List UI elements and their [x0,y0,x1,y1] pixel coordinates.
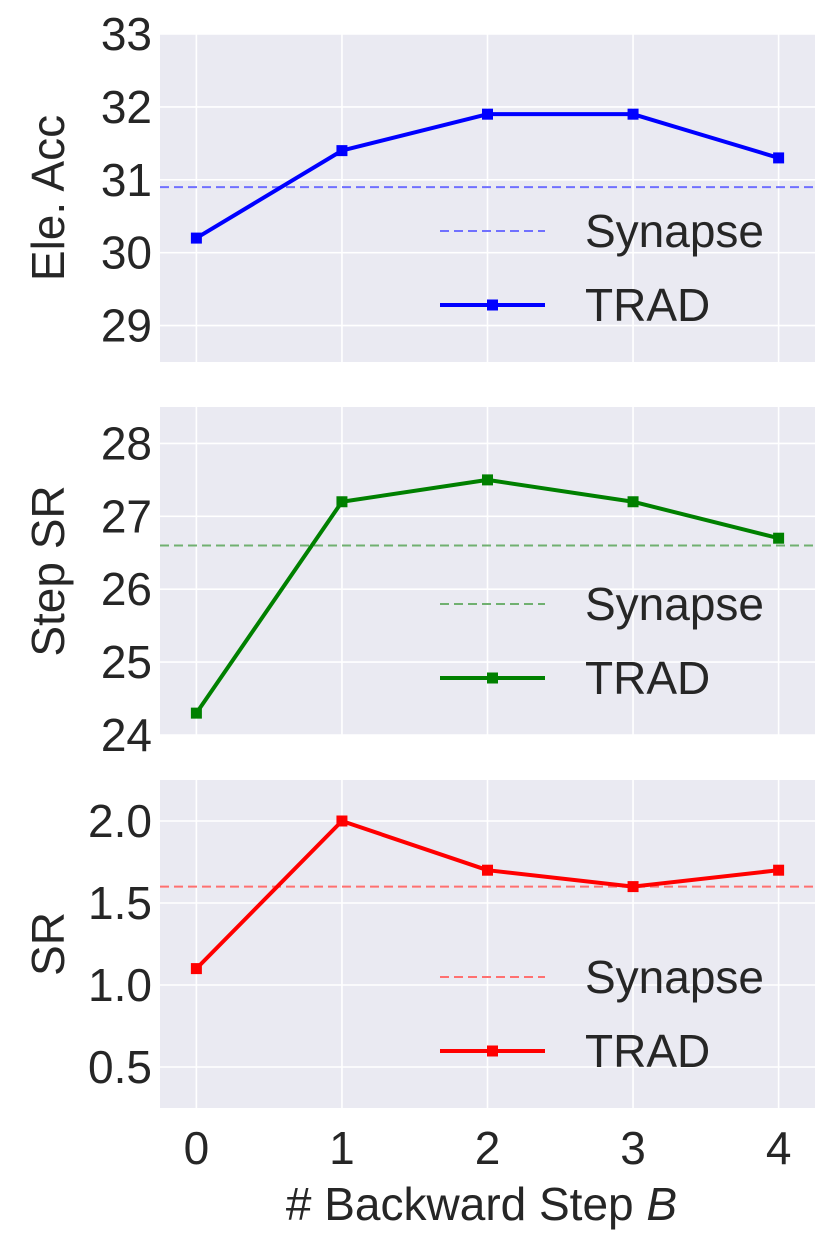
trad-data-point [627,881,639,893]
legend-trad-marker [487,299,498,311]
y-tick-label: 24 [101,709,152,761]
y-axis-label: Step SR [22,485,74,656]
legend-trad-marker [487,672,498,684]
x-tick-label: 1 [329,1122,355,1174]
y-tick-label: 32 [101,81,152,133]
y-tick-label: 31 [101,154,152,206]
y-tick-label: 1.5 [88,877,152,929]
trad-data-point [190,963,202,975]
trad-data-point [336,496,348,508]
y-tick-label: 25 [101,636,152,688]
x-tick-label: 3 [620,1122,646,1174]
panel-1: 29 30 31 32 33 Ele. Acc Synapse TRAD [22,8,815,362]
trad-data-point [482,108,493,120]
x-axis-label-text: # Backward Step [286,1178,634,1230]
y-axis-label: SR [22,912,74,976]
legend-trad-label: TRAD [585,652,710,704]
x-tick-label: 0 [184,1122,210,1174]
x-axis-label-space [634,1178,647,1230]
x-axis-label: # Backward Step B [286,1178,677,1230]
y-axis-label: Ele. Acc [22,115,74,281]
legend-synapse-label: Synapse [585,951,764,1003]
trad-data-point [773,532,785,544]
y-tick-label: 29 [101,300,152,352]
trad-data-point [482,864,493,876]
trad-data-point [190,232,202,244]
y-tick-label: 2.0 [88,795,152,847]
trad-data-point [482,474,493,486]
trad-data-point [336,145,348,157]
x-tick-label: 2 [475,1122,501,1174]
trad-data-point [190,707,202,719]
trad-data-point [336,815,348,827]
legend-synapse-label: Synapse [585,578,764,630]
y-tick-label: 0.5 [88,1041,152,1093]
legend-trad-label: TRAD [585,279,710,331]
trad-data-point [627,496,639,508]
legend-trad-marker [487,1045,498,1057]
y-tick-label: 1.0 [88,959,152,1011]
y-tick-label: 33 [101,8,152,60]
trad-data-point [773,864,785,876]
y-tick-label: 28 [101,417,152,469]
y-tick-label: 26 [101,563,152,615]
panel-3: 0.5 1.0 1.5 2.0 SR Synapse TRAD 0 1 2 3 4 # Backward… [22,780,815,1230]
x-tick-label: 4 [766,1122,792,1174]
trad-data-point [627,108,639,120]
panel-2: 24 25 26 27 28 Step SR Synapse TRAD [22,407,815,761]
x-axis-label-variable: B [646,1178,677,1230]
y-tick-label: 30 [101,227,152,279]
y-tick-label: 27 [101,490,152,542]
trad-data-point [773,152,785,164]
legend-synapse-label: Synapse [585,205,764,257]
legend-trad-label: TRAD [585,1025,710,1077]
